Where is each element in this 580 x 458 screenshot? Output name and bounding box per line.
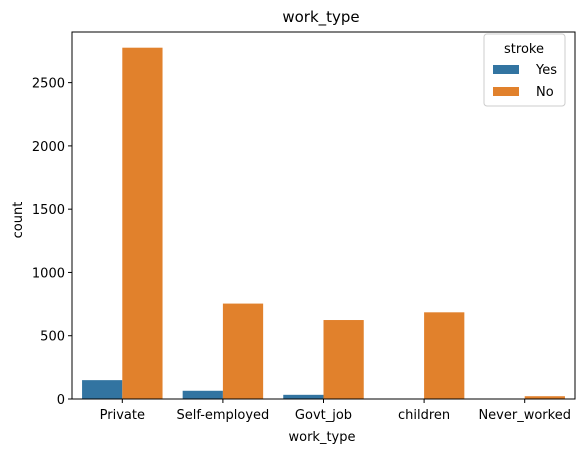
- legend: stroke Yes No: [484, 34, 565, 106]
- x-axis-label: work_type: [289, 430, 356, 445]
- y-tick-label: 500: [40, 330, 65, 345]
- y-tick-label: 2000: [32, 140, 65, 155]
- bar-private-no: [122, 48, 162, 399]
- y-tick-label: 1000: [32, 266, 65, 281]
- chart-title: work_type: [282, 8, 359, 27]
- legend-label-no: No: [536, 85, 554, 100]
- legend-swatch-no: [493, 87, 519, 96]
- legend-swatch-yes: [493, 65, 519, 74]
- bar-private-yes: [82, 380, 122, 399]
- y-axis-label: count: [11, 202, 26, 239]
- x-tick-label-govt-job: Govt_job: [295, 408, 352, 423]
- y-tick-label: 0: [57, 393, 65, 408]
- legend-title: stroke: [504, 42, 544, 57]
- x-tick-label-children: children: [398, 408, 450, 423]
- x-tick-label-private: Private: [100, 408, 145, 423]
- bar-children-no: [424, 312, 464, 399]
- bar-self-employed-yes: [183, 391, 223, 399]
- x-axis: Private Self-employed Govt_job children Neve…: [100, 399, 571, 423]
- x-tick-label-never-worked: Never_worked: [478, 408, 571, 423]
- bar-self-employed-no: [223, 304, 263, 399]
- y-axis: 0 500 1000 1500 2000 2500: [32, 77, 72, 408]
- bar-govt-job-no: [324, 320, 364, 399]
- legend-label-yes: Yes: [535, 63, 557, 78]
- y-tick-label: 2500: [32, 77, 65, 92]
- y-tick-label: 1500: [32, 203, 65, 218]
- bar-govt-job-yes: [283, 395, 323, 399]
- x-tick-label-self-employed: Self-employed: [176, 408, 269, 423]
